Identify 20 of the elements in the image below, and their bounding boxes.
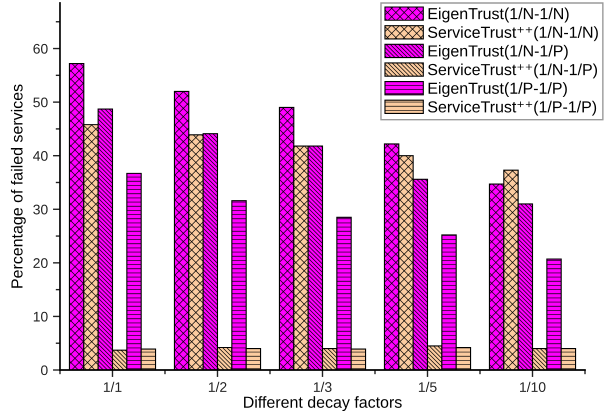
- y-tick-label: 60: [33, 44, 48, 54]
- y-tick-label: 10: [34, 312, 48, 322]
- x-tick-label: 1/10: [520, 382, 546, 392]
- x-tick-label: 1/2: [208, 382, 226, 392]
- x-axis-title: Different decay factors: [244, 396, 402, 412]
- y-tick-label: 30: [33, 204, 48, 214]
- legend-label: ServiceTrust⁺⁺(1/N-1/N): [428, 26, 598, 42]
- x-tick-label: 1/3: [314, 382, 332, 392]
- legend-label: ServiceTrust⁺⁺(1/P-1/P): [428, 100, 596, 116]
- y-tick-label: 50: [33, 97, 48, 108]
- y-tick-label: 20: [33, 258, 48, 268]
- y-tick-label: 0: [41, 365, 48, 376]
- legend-label: EigenTrust(1/P-1/P): [428, 82, 567, 98]
- x-tick-label: 1/5: [418, 382, 437, 392]
- x-tick-label: 1/1: [104, 382, 122, 392]
- legend-label: EigenTrust(1/N-1/P): [428, 44, 568, 60]
- legend-label: ServiceTrust⁺⁺(1/N-1/P): [428, 64, 597, 78]
- y-axis-title: Percentage of failed services: [10, 84, 26, 288]
- y-tick-label: 40: [33, 151, 48, 161]
- legend-label: EigenTrust(1/N-1/N): [428, 8, 569, 22]
